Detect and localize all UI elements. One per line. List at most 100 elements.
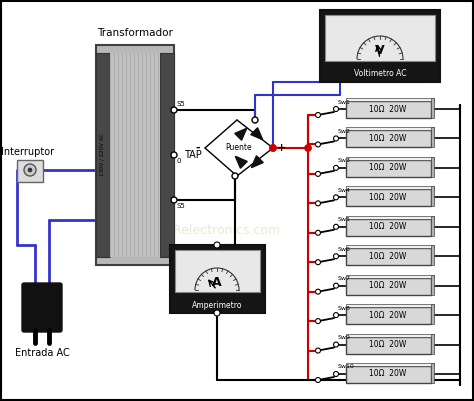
Bar	[325, 15, 435, 61]
Circle shape	[334, 283, 338, 288]
Text: svRelectronics.com: svRelectronics.com	[159, 223, 281, 237]
Bar	[175, 250, 260, 292]
Circle shape	[334, 224, 338, 229]
Bar	[431, 186, 434, 207]
Text: 130V / 220V AC: 130V / 220V AC	[100, 134, 104, 176]
Bar	[346, 363, 434, 366]
Bar	[431, 334, 434, 354]
Text: Sw8: Sw8	[338, 306, 351, 311]
Bar	[346, 130, 431, 148]
Polygon shape	[251, 128, 263, 140]
Text: Voltimetro AC: Voltimetro AC	[354, 69, 406, 77]
Polygon shape	[235, 128, 246, 140]
Bar	[346, 336, 431, 354]
Text: Interruptor: Interruptor	[1, 147, 55, 157]
Circle shape	[334, 371, 338, 377]
FancyBboxPatch shape	[22, 283, 62, 332]
Text: Sw4: Sw4	[338, 188, 351, 193]
Text: Entrada AC: Entrada AC	[15, 348, 69, 358]
Bar	[110, 53, 160, 257]
Circle shape	[316, 201, 320, 206]
Circle shape	[334, 165, 338, 170]
Text: V: V	[375, 45, 385, 57]
Circle shape	[171, 197, 177, 203]
Text: -: -	[195, 143, 200, 153]
Bar	[431, 128, 434, 148]
Circle shape	[316, 319, 320, 324]
Text: TAP: TAP	[184, 150, 202, 160]
Bar	[170, 245, 265, 313]
Bar	[346, 334, 434, 336]
Bar	[346, 366, 431, 383]
Polygon shape	[251, 156, 263, 168]
Bar	[431, 157, 434, 177]
Polygon shape	[236, 156, 247, 168]
Bar	[346, 216, 434, 219]
Bar	[431, 363, 434, 383]
Circle shape	[316, 289, 320, 294]
Bar	[320, 10, 440, 82]
Circle shape	[334, 342, 338, 347]
Bar	[346, 160, 431, 177]
Circle shape	[316, 113, 320, 117]
Text: S5: S5	[177, 101, 186, 107]
Bar	[17, 160, 43, 182]
Text: Sw1: Sw1	[338, 99, 351, 105]
Bar	[160, 53, 174, 257]
Bar	[346, 277, 431, 295]
Text: Sw10: Sw10	[338, 365, 355, 369]
Circle shape	[232, 173, 238, 179]
Circle shape	[334, 136, 338, 141]
Text: 10Ω  20W: 10Ω 20W	[369, 222, 407, 231]
Text: 10Ω  20W: 10Ω 20W	[369, 134, 407, 143]
Circle shape	[334, 313, 338, 318]
Bar	[431, 98, 434, 118]
Bar	[346, 101, 431, 118]
Circle shape	[304, 144, 311, 152]
Text: +: +	[277, 143, 286, 153]
Text: 10Ω  20W: 10Ω 20W	[369, 252, 407, 261]
Text: 0: 0	[177, 158, 182, 164]
Bar	[346, 245, 434, 248]
Circle shape	[316, 171, 320, 176]
Circle shape	[334, 254, 338, 259]
Text: Puente: Puente	[226, 144, 252, 152]
Circle shape	[316, 348, 320, 353]
Bar	[346, 219, 431, 236]
Circle shape	[334, 195, 338, 200]
Circle shape	[252, 117, 258, 123]
Text: Sw7: Sw7	[338, 276, 351, 281]
Bar	[346, 307, 431, 324]
Circle shape	[316, 260, 320, 265]
Text: 10Ω  20W: 10Ω 20W	[369, 193, 407, 202]
Circle shape	[24, 164, 36, 176]
Circle shape	[214, 310, 220, 316]
Bar	[431, 216, 434, 236]
Bar	[96, 53, 110, 257]
Circle shape	[334, 107, 338, 111]
Text: Amperimetro: Amperimetro	[192, 300, 242, 310]
Bar	[346, 98, 434, 101]
Text: Sw5: Sw5	[338, 217, 351, 222]
Text: 10Ω  20W: 10Ω 20W	[369, 369, 407, 379]
Text: Transformador: Transformador	[97, 28, 173, 38]
Bar	[346, 157, 434, 160]
Text: Sw9: Sw9	[338, 335, 351, 340]
Bar	[96, 45, 174, 265]
Bar	[346, 275, 434, 277]
Bar	[346, 248, 431, 265]
Circle shape	[171, 152, 177, 158]
Bar	[431, 275, 434, 295]
Text: 10Ω  20W: 10Ω 20W	[369, 281, 407, 290]
Circle shape	[316, 377, 320, 383]
Circle shape	[316, 142, 320, 147]
Text: 10Ω  20W: 10Ω 20W	[369, 311, 407, 320]
Circle shape	[171, 107, 177, 113]
Circle shape	[270, 145, 276, 151]
Bar	[346, 186, 434, 189]
Text: A: A	[212, 275, 222, 288]
Circle shape	[270, 144, 276, 152]
Circle shape	[316, 230, 320, 235]
Text: 10Ω  20W: 10Ω 20W	[369, 105, 407, 113]
Circle shape	[214, 242, 220, 248]
